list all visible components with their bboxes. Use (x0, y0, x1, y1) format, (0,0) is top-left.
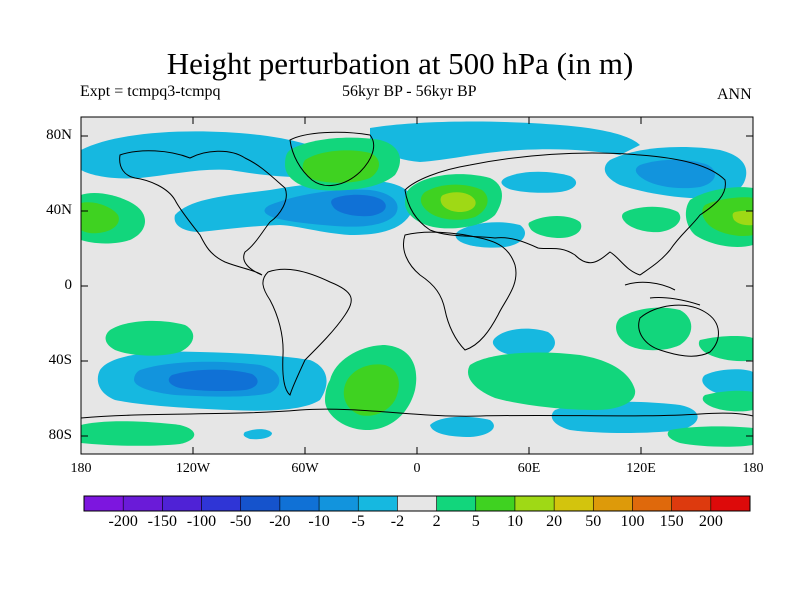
colorbar-label: -50 (230, 513, 252, 530)
contour-neg-south-pacific-10 (168, 369, 258, 392)
colorbar-swatch (83, 495, 124, 512)
contour-pos-japan (622, 206, 681, 233)
colorbar-frame (83, 495, 751, 512)
contour-pos-east-pacific-10 (732, 210, 753, 226)
contour-neg-east-asia-5 (635, 159, 715, 189)
contour-neg-australia-south (702, 369, 753, 397)
contour-field (81, 117, 753, 454)
colorbar-label: 150 (659, 513, 684, 530)
colorbar-label: -20 (269, 513, 291, 530)
lon-tick-label: 60W (291, 461, 319, 476)
map-title: Height perturbation at 500 hPa (in m) (166, 46, 634, 81)
contour-pos-antarctic-east (667, 426, 753, 447)
contour-neg-arctic (81, 131, 340, 179)
coast-antarctica (81, 408, 753, 419)
colorbar-label: 100 (620, 513, 645, 530)
lon-tick-label: 120E (626, 461, 656, 476)
colorbar-label: 2 (432, 513, 441, 530)
contour-neg-central-asia (501, 171, 577, 193)
colorbar-swatch (397, 495, 438, 512)
colorbar-label: 200 (698, 513, 723, 530)
colorbar-label: -200 (108, 513, 138, 530)
colorbar-label: 5 (471, 513, 480, 530)
contour-pos-europe-10 (440, 192, 476, 212)
contour-pos-middle-east (528, 216, 582, 238)
contour-neg-antarctic (430, 416, 494, 437)
colorbar-swatch (357, 495, 398, 512)
lat-tick-label: 40S (48, 352, 72, 368)
colorbar-swatch (279, 495, 320, 512)
coast-indonesia (624, 281, 701, 306)
colorbar-swatch (514, 495, 555, 512)
lon-tick-label: 60E (517, 461, 541, 476)
colorbar-swatch (475, 495, 516, 512)
contour-pos-southeast-pacific (698, 335, 753, 362)
contour-pos-southeast-pacific-2 (702, 390, 753, 412)
lat-tick-label: 40N (46, 202, 72, 218)
contour-pos-west-pacific-5 (81, 202, 119, 234)
contour-neg-north-atlantic-10 (331, 194, 386, 217)
contour-pos-australia (616, 307, 692, 351)
colorbar-swatch (592, 495, 633, 512)
colorbar-swatch (162, 495, 203, 512)
contour-pos-east-pacific-5 (702, 197, 753, 236)
period-label: 56kyr BP - 56kyr BP (342, 83, 477, 100)
colorbar-label: -100 (186, 513, 217, 530)
experiment-label: Expt = tcmpq3-tcmpq (80, 83, 221, 100)
lon-tick-label: 180 (742, 461, 764, 476)
coast-greenland (289, 131, 375, 187)
lon-tick-label: 180 (70, 461, 92, 476)
colorbar-label: 20 (546, 513, 563, 530)
colorbar (83, 495, 751, 512)
coast-eurasia (404, 152, 726, 276)
lat-tick-label: 0 (64, 277, 73, 293)
contour-pos-antarctic-west (81, 421, 195, 446)
lon-tick-label: 120W (175, 461, 211, 476)
lat-tick-label: 80S (48, 427, 72, 443)
contour-neg-arctic-siberia (370, 121, 640, 162)
colorbar-swatch (671, 495, 712, 512)
season-label: ANN (717, 86, 752, 103)
coast-africa (403, 231, 517, 351)
coast-australia (638, 304, 719, 357)
colorbar-swatch (201, 495, 242, 512)
colorbar-swatch (632, 495, 673, 512)
contour-pos-south-indian (467, 352, 636, 410)
colorbar-swatch (122, 495, 163, 512)
lon-tick-label: 0 (413, 461, 421, 476)
contour-neg-south-indian (492, 328, 555, 357)
lat-tick-label: 80N (46, 127, 72, 143)
contour-pos-south-pacific-west (105, 320, 194, 356)
coast-south-america (262, 268, 352, 396)
contour-neg-southwest-atlantic (243, 429, 272, 440)
colorbar-label: -10 (308, 513, 330, 530)
colorbar-label: -150 (147, 513, 177, 530)
colorbar-label: 50 (585, 513, 602, 530)
contour-pos-south-atlantic-5 (343, 364, 399, 416)
colorbar-label: -5 (351, 513, 365, 530)
colorbar-swatch (318, 495, 359, 512)
colorbar-label: -2 (390, 513, 405, 530)
colorbar-swatch (240, 495, 281, 512)
contour-pos-greenland-5 (302, 150, 379, 183)
colorbar-swatch (436, 495, 477, 512)
contour-neg-mediterranean (455, 222, 525, 248)
colorbar-swatch (553, 495, 594, 512)
colorbar-label: 10 (506, 513, 523, 530)
axis-ticks (81, 117, 753, 454)
coast-north-america (119, 150, 287, 276)
coastlines (81, 131, 753, 419)
colorbar-swatch (710, 495, 751, 512)
